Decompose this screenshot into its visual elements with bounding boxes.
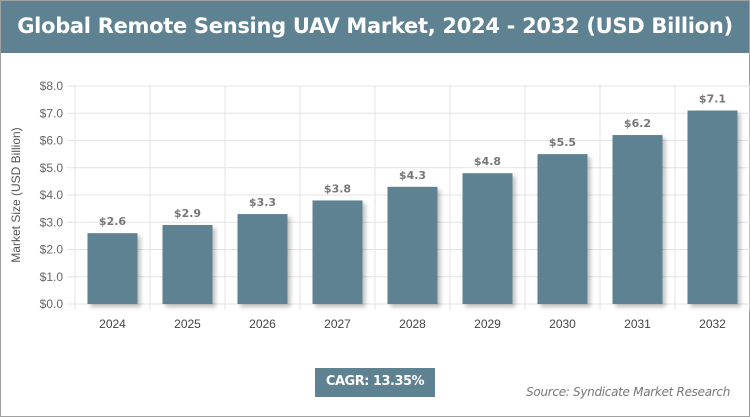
y-tick-label: $8.0 [40, 79, 64, 93]
bar-2024 [87, 233, 138, 304]
y-tick-label: $7.0 [40, 106, 64, 120]
bar-2029 [462, 173, 513, 304]
bar-2028 [387, 186, 438, 304]
y-tick-label: $4.0 [40, 188, 64, 202]
x-tick-label: 2025 [174, 317, 201, 331]
data-label: $2.9 [174, 207, 201, 220]
data-label: $2.6 [99, 215, 126, 228]
cagr-badge: CAGR: 13.35% [315, 368, 435, 397]
bar-2026 [237, 214, 288, 304]
y-tick-label: $1.0 [40, 270, 64, 284]
x-tick-label: 2031 [624, 317, 651, 331]
bar-2032 [687, 110, 738, 305]
y-tick-label: $6.0 [40, 134, 64, 148]
y-tick-label: $0.0 [40, 297, 64, 311]
y-tick-label: $3.0 [40, 215, 64, 229]
x-tick-label: 2029 [474, 317, 501, 331]
x-tick-label: 2032 [699, 317, 726, 331]
y-tick-label: $2.0 [40, 243, 64, 257]
data-label: $4.3 [399, 169, 426, 182]
bar-2030 [537, 154, 588, 304]
data-label: $6.2 [624, 117, 651, 130]
data-label: $5.5 [549, 136, 576, 149]
x-tick-label: 2024 [99, 317, 126, 331]
bar-2031 [612, 135, 663, 304]
data-label: $3.8 [324, 182, 351, 195]
data-label: $4.8 [474, 155, 501, 168]
data-label: $3.3 [249, 196, 276, 209]
chart-title: Global Remote Sensing UAV Market, 2024 -… [1, 1, 749, 53]
x-tick-label: 2030 [549, 317, 576, 331]
bar-2025 [162, 224, 213, 304]
data-label: $7.1 [699, 93, 726, 106]
x-tick-label: 2028 [399, 317, 426, 331]
x-tick-label: 2027 [324, 317, 351, 331]
bar-2027 [312, 200, 363, 304]
y-tick-label: $5.0 [40, 161, 64, 175]
source-note: Source: Syndicate Market Research [526, 385, 730, 399]
y-axis-label: Market Size (USD Billion) [9, 127, 23, 262]
x-tick-label: 2026 [249, 317, 276, 331]
